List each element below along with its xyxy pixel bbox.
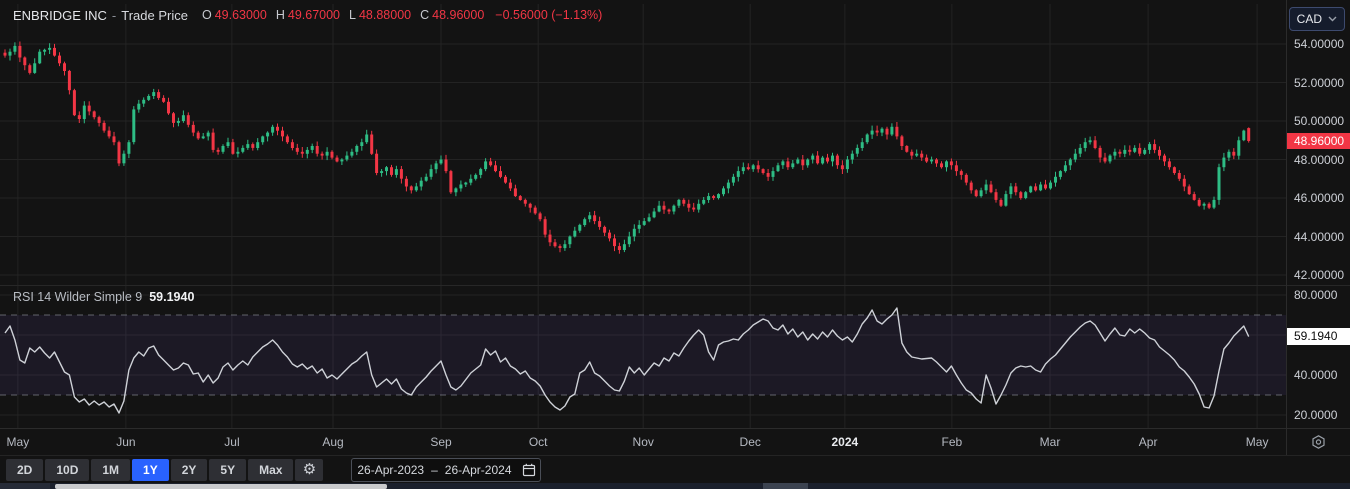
price-tick-label: 44.00000 xyxy=(1294,229,1345,244)
price-tick-label: 42.00000 xyxy=(1294,268,1345,282)
symbol-title: ENBRIDGE INC xyxy=(13,7,107,23)
currency-value: CAD xyxy=(1296,12,1322,26)
bottom-bar-left-segment xyxy=(0,483,50,489)
low-value: 48.88000 xyxy=(358,8,412,22)
range-button-max[interactable]: Max xyxy=(248,458,294,481)
price-tick-label: 50.00000 xyxy=(1294,114,1345,128)
date-from: 26-Apr-2023 xyxy=(357,462,425,477)
time-axis-label: Dec xyxy=(739,435,761,449)
calendar-icon xyxy=(522,463,535,476)
time-axis-divider xyxy=(0,428,1350,429)
price-tick-label: 52.00000 xyxy=(1294,75,1345,90)
range-button-5y[interactable]: 5Y xyxy=(209,458,247,481)
bottom-bar-segment xyxy=(763,483,808,489)
time-axis-label: Feb xyxy=(941,435,963,449)
range-button-1m[interactable]: 1M xyxy=(91,458,131,481)
range-button-10d[interactable]: 10D xyxy=(45,458,90,481)
rsi-tick-label: 20.0000 xyxy=(1294,408,1338,422)
range-toolbar: 2D 10D 1M 1Y 2Y 5Y Max ⚙ 26-Apr-2023 – 26-Apr-… xyxy=(0,456,1350,483)
change-value: −0.56000 (−1.13%) xyxy=(495,8,603,22)
rsi-value-label: 59.1940 xyxy=(1287,328,1350,346)
price-chart-canvas[interactable] xyxy=(0,0,1286,285)
high-label: H xyxy=(275,8,285,22)
toolbar-divider xyxy=(0,455,1350,456)
rsi-indicator-title[interactable]: RSI 14 Wilder Simple 9 59.1940 xyxy=(13,290,194,304)
rsi-tick-label: 40.0000 xyxy=(1294,368,1338,382)
time-axis-label: Sep xyxy=(430,435,452,449)
range-button-2d[interactable]: 2D xyxy=(6,458,44,481)
price-tick-label: 54.00000 xyxy=(1294,37,1345,51)
date-range-separator: – xyxy=(431,462,438,477)
price-tick-label: 48.00000 xyxy=(1294,152,1345,167)
title-separator: - xyxy=(111,7,117,23)
time-axis-label: May xyxy=(6,435,30,449)
range-button-2y[interactable]: 2Y xyxy=(170,458,208,481)
rsi-title-text: RSI 14 Wilder Simple 9 xyxy=(13,290,143,304)
date-to: 26-Apr-2024 xyxy=(444,462,512,477)
open-label: O xyxy=(201,8,212,22)
time-axis-label: Oct xyxy=(528,435,548,449)
pane-divider[interactable] xyxy=(0,285,1350,286)
rsi-tick-label: 80.0000 xyxy=(1294,288,1338,302)
time-axis-label: Nov xyxy=(632,435,654,449)
series-type-label: Trade Price xyxy=(121,7,188,23)
rsi-axis[interactable]: 80.0000 40.0000 20.0000 59.1940 xyxy=(1287,285,1350,428)
high-value: 49.67000 xyxy=(287,8,341,22)
currency-dropdown[interactable]: CAD xyxy=(1288,7,1345,31)
price-scale-border xyxy=(1286,0,1287,455)
chevron-down-icon xyxy=(1328,16,1337,22)
time-axis[interactable]: May Jun Jul Aug Sep Oct Nov Dec 2024 Feb Mar Apr May xyxy=(0,429,1286,455)
time-axis-label: Mar xyxy=(1039,435,1061,449)
bottom-scrollbar-track xyxy=(0,483,1350,489)
close-value: 48.96000 xyxy=(432,8,485,22)
time-axis-label: Jul xyxy=(224,435,240,449)
time-axis-settings-button[interactable] xyxy=(1303,433,1333,451)
range-button-1y[interactable]: 1Y xyxy=(132,458,169,481)
time-axis-label: Jun xyxy=(116,435,136,449)
chart-legend: ENBRIDGE INC - Trade Price O 49.63000 H … xyxy=(0,0,1350,30)
rsi-chart-canvas[interactable] xyxy=(0,285,1286,428)
ohlc-readout: O 49.63000 H 49.67000 L 48.88000 C 48.96… xyxy=(202,8,602,22)
time-axis-label: Aug xyxy=(322,435,344,449)
chart-settings-button[interactable]: ⚙ xyxy=(295,458,324,481)
nut-settings-icon xyxy=(1311,434,1325,449)
date-range-picker[interactable]: 26-Apr-2023 – 26-Apr-2024 xyxy=(351,457,542,482)
gear-icon: ⚙ xyxy=(302,461,317,478)
last-price-label: 48.96000 xyxy=(1287,133,1350,150)
time-axis-label: 2024 xyxy=(831,435,859,449)
horizontal-scrollbar-thumb[interactable] xyxy=(55,484,387,489)
price-axis[interactable]: 54.00000 52.00000 50.00000 48.00000 46.00000… xyxy=(1287,0,1350,285)
range-button-group: 2D 10D 1M 1Y 2Y 5Y Max xyxy=(6,458,294,481)
time-axis-label: May xyxy=(1245,435,1269,449)
close-label: C xyxy=(420,8,430,22)
rsi-current-value: 59.1940 xyxy=(149,290,195,304)
open-value: 49.63000 xyxy=(214,8,267,22)
time-axis-label: Apr xyxy=(1138,435,1158,449)
price-tick-label: 46.00000 xyxy=(1294,191,1345,205)
low-label: L xyxy=(349,8,356,22)
